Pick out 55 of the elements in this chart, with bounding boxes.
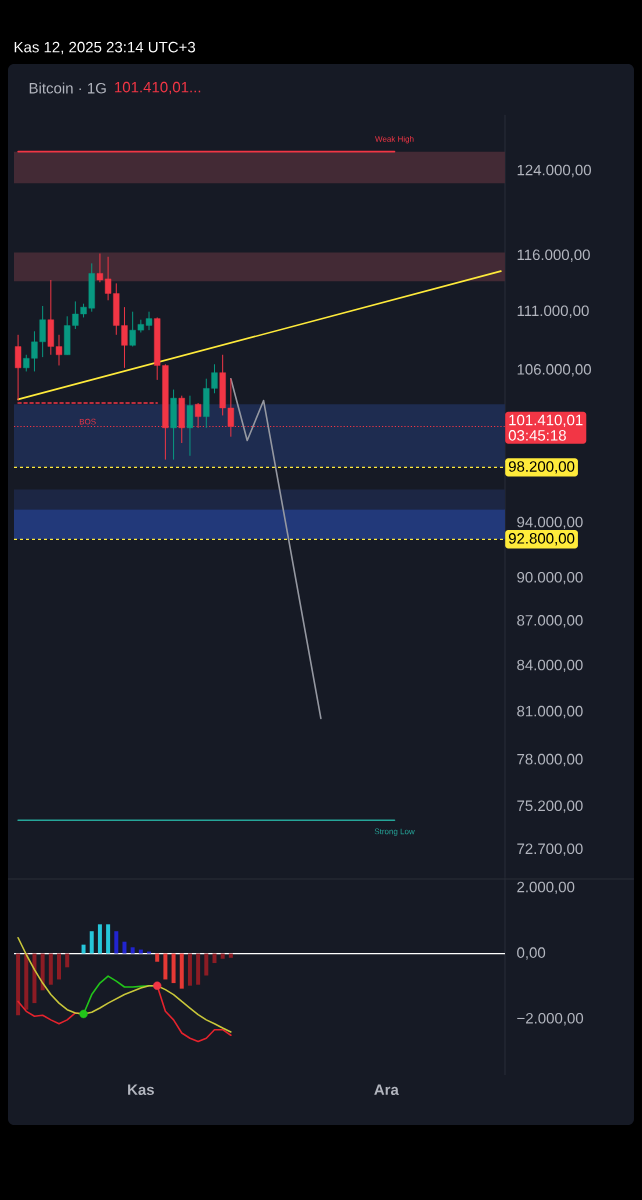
chart-title: Bitcoin · 1G <box>29 82 106 94</box>
line-series <box>230 377 322 720</box>
bar <box>57 953 62 980</box>
annotation: Weak High <box>375 135 414 144</box>
ref-line-label: 101.410,01 <box>509 414 583 428</box>
candlestick <box>186 395 194 457</box>
bar <box>16 953 21 1016</box>
bar <box>40 953 45 991</box>
y-tick-label: 78.000,00 <box>517 753 583 767</box>
bar <box>228 953 233 958</box>
bar <box>97 924 102 954</box>
bar <box>81 944 86 954</box>
ref-line-label: 92.800,00 <box>508 533 575 546</box>
annotation: Strong Low <box>374 828 415 836</box>
candlestick <box>211 363 218 394</box>
bar <box>32 953 37 1004</box>
bar <box>196 953 201 985</box>
y-tick-label: 2.000,00 <box>517 881 575 895</box>
bar <box>179 953 184 989</box>
bar <box>171 953 176 984</box>
y-tick-label: 75.200,00 <box>517 800 583 813</box>
bar <box>130 947 135 954</box>
text: 101.410,01... <box>115 81 201 95</box>
y-tick-label: 111.000,00 <box>517 305 589 318</box>
bar <box>65 953 70 968</box>
bar <box>89 931 94 954</box>
text: 03:45:18 <box>508 430 566 441</box>
ref-line-label: 98.200,00 <box>508 461 575 474</box>
annotation: BOS <box>79 418 96 425</box>
y-tick-label: 116.000,00 <box>517 249 590 262</box>
y-tick-label: 94.000,00 <box>517 516 583 530</box>
bar <box>138 949 143 954</box>
y-tick-label: 124.000,00 <box>517 164 591 178</box>
y-tick-label: 87.000,00 <box>517 615 583 628</box>
bar <box>106 924 111 954</box>
bar <box>114 931 119 954</box>
bar <box>48 953 53 985</box>
y-tick-label: 72.700,00 <box>517 843 583 856</box>
bar <box>122 941 127 954</box>
bar <box>220 953 225 959</box>
bar <box>187 953 192 986</box>
y-tick-label: 84.000,00 <box>517 659 583 673</box>
x-tick-label: Ara <box>374 1084 399 1095</box>
y-tick-label: 81.000,00 <box>517 705 583 719</box>
bar <box>204 953 209 976</box>
bar <box>163 953 168 980</box>
text: Kas 12, 2025 23:14 UTC+3 <box>14 41 196 55</box>
y-tick-label: 90.000,00 <box>517 571 583 585</box>
bar <box>155 953 160 962</box>
bar <box>24 953 29 1010</box>
y-tick-label: 106.000,00 <box>517 364 591 377</box>
y-tick-label: 0,00 <box>517 947 546 960</box>
bar <box>212 953 217 964</box>
y-tick-label: −2.000,00 <box>517 1012 584 1026</box>
x-tick-label: Kas <box>128 1084 154 1095</box>
